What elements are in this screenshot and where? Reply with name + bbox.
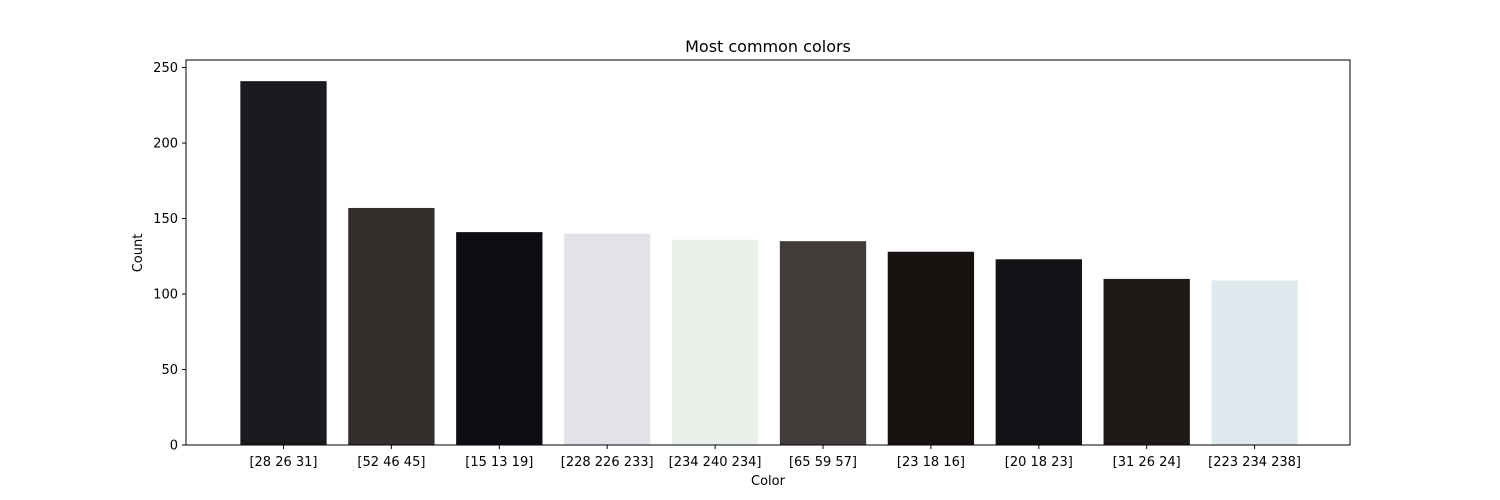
bar [348, 207, 435, 445]
x-tick-label: [31 26 24] [1113, 455, 1181, 470]
bar [1103, 278, 1190, 445]
x-tick-label: [20 18 23] [1005, 455, 1073, 470]
plot-frame [185, 59, 1351, 446]
bar [671, 239, 759, 445]
bar [456, 232, 543, 445]
y-tick-label: 150 [153, 212, 178, 227]
x-tick-label: [15 13 19] [465, 455, 533, 470]
chart-title: Most common colors [685, 37, 851, 56]
bar [564, 233, 651, 445]
x-tick-label: [23 18 16] [897, 455, 965, 470]
bar [887, 251, 975, 445]
x-tick-label: [228 226 233] [561, 455, 654, 470]
y-axis-ticks: 0 50 100 150 200 250 [153, 61, 186, 454]
y-tick-label: 0 [170, 439, 178, 454]
bars-group [240, 81, 1298, 445]
bar [240, 81, 327, 445]
y-tick-label: 50 [161, 363, 178, 378]
x-tick-label: [52 46 45] [357, 455, 425, 470]
bar [995, 259, 1082, 445]
x-axis-label: Color [751, 474, 786, 489]
x-tick-label: [223 234 238] [1208, 455, 1301, 470]
y-tick-label: 200 [153, 137, 178, 152]
bar [1211, 280, 1298, 445]
x-tick-label: [65 59 57] [789, 455, 857, 470]
x-axis-ticks: [28 26 31] [52 46 45] [15 13 19] [228 226 2… [249, 445, 1301, 470]
y-tick-label: 100 [153, 288, 178, 303]
bar [779, 241, 867, 445]
y-axis-label: Count [131, 234, 146, 273]
x-tick-label: [234 240 234] [669, 455, 762, 470]
y-tick-label: 250 [153, 61, 178, 76]
x-tick-label: [28 26 31] [249, 455, 317, 470]
